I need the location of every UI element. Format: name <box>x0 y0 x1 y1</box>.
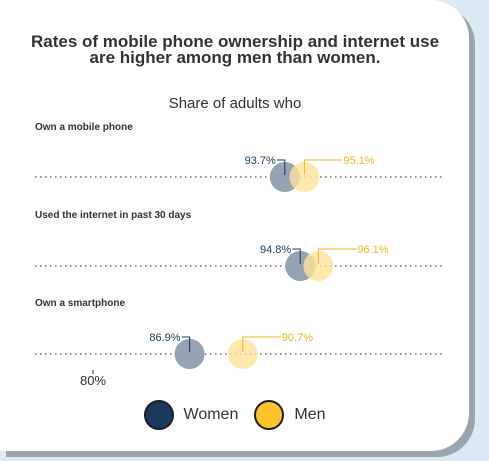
legend-swatch-men <box>254 400 285 430</box>
dot-men-2 <box>227 339 258 369</box>
category-label-1: Used the internet in past 30 days <box>35 210 192 221</box>
category-label-2: Own a smartphone <box>35 298 125 309</box>
data-label-men-2: 90.7% <box>282 332 313 344</box>
data-label-women-0: 93.7% <box>245 155 276 167</box>
data-label-women-2: 86.9% <box>149 332 180 344</box>
legend-label-men: Men <box>294 406 326 423</box>
connector-women-0 <box>276 159 286 175</box>
connector-men-1 <box>317 248 357 264</box>
chart-card: Rates of mobile phone ownership and inte… <box>0 0 469 451</box>
dot-women-2 <box>174 339 205 369</box>
data-label-men-1: 96.1% <box>357 244 388 256</box>
legend-item-men: Men <box>254 400 325 430</box>
connector-men-0 <box>303 159 343 175</box>
legend-label-women: Women <box>183 406 239 423</box>
dot-men-1 <box>303 251 334 281</box>
connector-men-2 <box>242 336 281 352</box>
x-tick-label: 80% <box>80 373 106 388</box>
data-label-women-1: 94.8% <box>260 244 291 256</box>
legend: Women Men <box>0 400 469 430</box>
legend-item-women: Women <box>143 400 239 430</box>
legend-swatch-women <box>143 400 174 430</box>
connector-women-1 <box>292 248 301 264</box>
category-label-0: Own a mobile phone <box>35 122 133 133</box>
dot-men-0 <box>289 162 320 192</box>
data-label-men-0: 95.1% <box>343 155 374 167</box>
chart-subtitle: Share of adults who <box>168 95 302 112</box>
chart-title: Rates of mobile phone ownership and inte… <box>30 32 440 67</box>
dot-plot: Own a mobile phone 93.7% 95.1% Used the int… <box>35 122 445 388</box>
connector-women-2 <box>181 336 191 352</box>
